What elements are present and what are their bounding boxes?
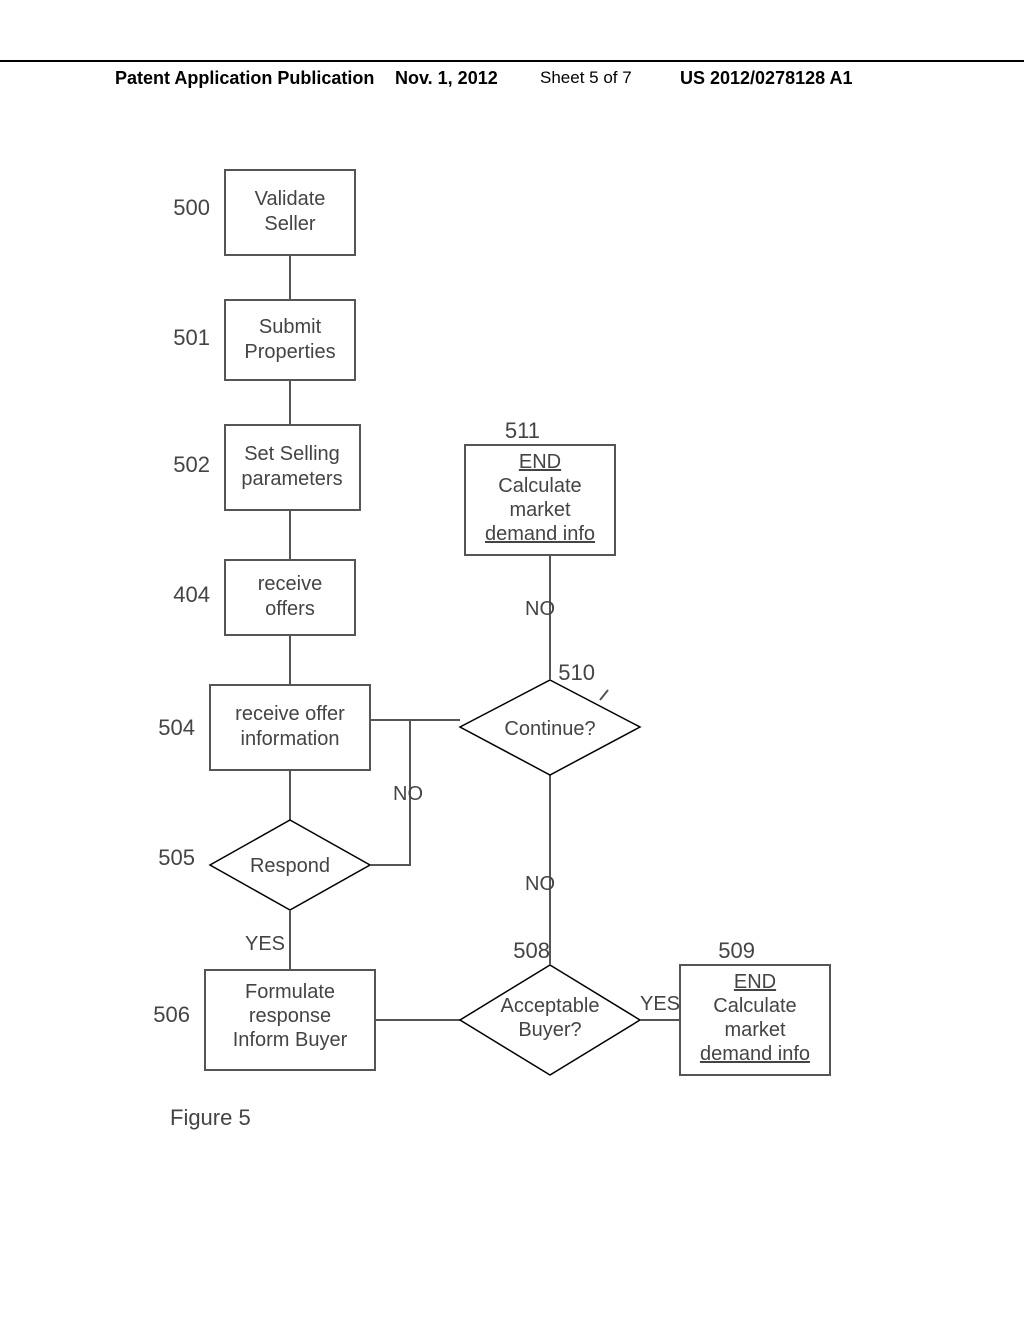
header-publication: Patent Application Publication bbox=[115, 68, 374, 89]
header-pubno: US 2012/0278128 A1 bbox=[680, 68, 852, 89]
node-404-line2: offers bbox=[265, 598, 315, 620]
node-508-line1: Acceptable bbox=[501, 995, 600, 1017]
node-509-line4: demand info bbox=[700, 1043, 810, 1065]
ref-504: 504 bbox=[158, 715, 195, 740]
node-511-line4: demand info bbox=[485, 523, 595, 545]
label-508-no: NO bbox=[525, 873, 555, 895]
node-511-line2: Calculate bbox=[498, 475, 581, 497]
node-504-line1: receive offer bbox=[235, 703, 345, 725]
node-510-line1: Continue? bbox=[504, 718, 595, 740]
page-header: Patent Application Publication Nov. 1, 2… bbox=[0, 60, 1024, 68]
ref-505: 505 bbox=[158, 845, 195, 870]
node-505-line1: Respond bbox=[250, 855, 330, 877]
node-511-line3: market bbox=[509, 499, 571, 521]
node-501-line1: Submit bbox=[259, 316, 322, 338]
ref-502: 502 bbox=[173, 452, 210, 477]
node-500-line2: Seller bbox=[264, 213, 315, 235]
node-404-line1: receive bbox=[258, 573, 322, 595]
ref-500: 500 bbox=[173, 195, 210, 220]
node-502-line2: parameters bbox=[241, 468, 342, 490]
node-506-line2: response bbox=[249, 1005, 331, 1027]
ref-404: 404 bbox=[173, 582, 210, 607]
figure-caption: Figure 5 bbox=[170, 1105, 251, 1131]
node-506-line1: Formulate bbox=[245, 981, 335, 1003]
node-509-line2: Calculate bbox=[713, 995, 796, 1017]
node-500-line1: Validate bbox=[255, 188, 326, 210]
node-504-line2: information bbox=[241, 728, 340, 750]
header-sheet: Sheet 5 of 7 bbox=[540, 68, 632, 88]
ref-501: 501 bbox=[173, 325, 210, 350]
ref-509: 509 bbox=[718, 938, 755, 963]
flowchart: Validate Seller 500 Submit Properties 50… bbox=[110, 160, 910, 1120]
ref-511: 511 bbox=[505, 418, 540, 443]
node-502-line1: Set Selling bbox=[244, 443, 340, 465]
header-date: Nov. 1, 2012 bbox=[395, 68, 498, 89]
node-509-line3: market bbox=[724, 1019, 786, 1041]
ref-510: 510 bbox=[558, 660, 595, 685]
node-511-line1: END bbox=[519, 451, 561, 473]
ref-508: 508 bbox=[513, 938, 550, 963]
label-505-yes: YES bbox=[245, 933, 285, 955]
node-506-line3: Inform Buyer bbox=[233, 1029, 348, 1051]
label-505-no: NO bbox=[393, 783, 423, 805]
label-510-no-top: NO bbox=[525, 598, 555, 620]
node-submit-properties bbox=[225, 300, 355, 380]
node-508-line2: Buyer? bbox=[518, 1019, 581, 1041]
node-501-line2: Properties bbox=[244, 341, 335, 363]
node-509-line1: END bbox=[734, 971, 776, 993]
ref-506: 506 bbox=[153, 1002, 190, 1027]
label-508-yes: YES bbox=[640, 993, 680, 1015]
ref-510-tick bbox=[600, 690, 608, 700]
